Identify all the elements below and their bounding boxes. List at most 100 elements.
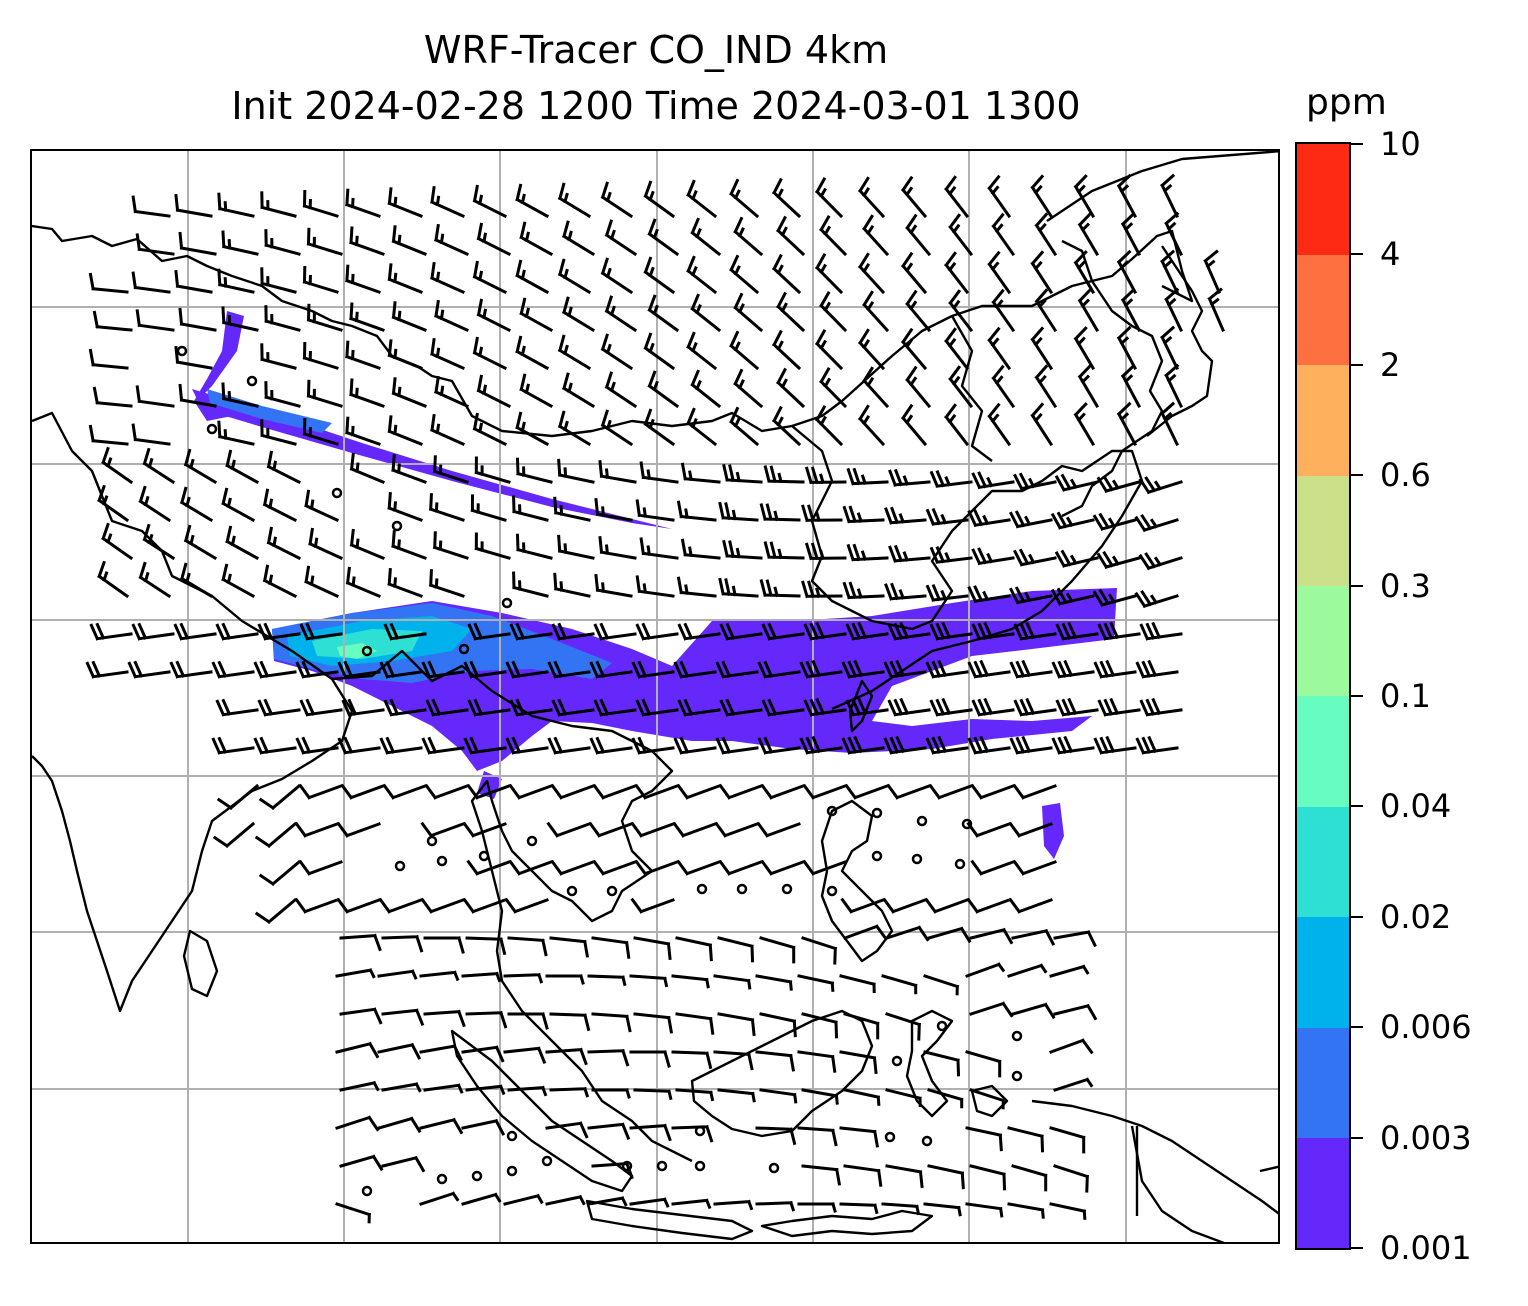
wind-barb [629, 974, 669, 988]
wind-barb [546, 821, 591, 838]
wind-barb [503, 1193, 544, 1206]
wind-barb [387, 263, 423, 294]
wind-barb-calm [911, 853, 923, 865]
wind-barb [391, 377, 427, 408]
wind-barb [507, 1012, 549, 1030]
wind-barb [101, 446, 134, 485]
wind-barb [174, 345, 213, 370]
wind-barb [515, 183, 550, 219]
wind-barb [178, 383, 217, 408]
wind-barb [587, 974, 627, 987]
wind-barb [545, 1194, 586, 1206]
wind-barb [336, 821, 381, 838]
wind-barb [1007, 1126, 1045, 1153]
wind-barb [515, 259, 550, 295]
wind-barb-calm [656, 1160, 668, 1172]
wind-barb [1160, 249, 1180, 295]
wind-barb [262, 564, 298, 599]
wind-barb [420, 821, 465, 838]
wind-barb [1077, 363, 1100, 409]
wind-barb [465, 936, 507, 956]
wind-barb [969, 1164, 1007, 1191]
wind-barb [733, 368, 764, 409]
wind-barb [225, 449, 260, 485]
wind-barb-calm [916, 815, 928, 827]
map-panel[interactable] [30, 149, 1280, 1244]
wind-barb [760, 859, 805, 876]
colorbar-segment [1297, 254, 1349, 366]
wind-barb [862, 290, 890, 333]
wind-barb [298, 783, 343, 800]
wind-barb [718, 501, 759, 522]
coastline-lesser-sunda [760, 1209, 934, 1238]
wind-barb [88, 348, 129, 370]
wind-barb [1008, 897, 1053, 914]
coastline-taiwan [848, 679, 874, 733]
wind-barb [131, 423, 171, 446]
wind-barb [971, 547, 1015, 566]
wind-barb [345, 566, 381, 598]
wind-barb [1135, 735, 1179, 755]
colorbar-segment [1297, 806, 1349, 918]
wind-barb [629, 1197, 670, 1208]
wind-barb [591, 1012, 632, 1033]
wind-barb-calm [961, 818, 973, 830]
wind-barb [759, 1088, 798, 1104]
wind-barb [549, 936, 590, 958]
wind-barb [1055, 621, 1099, 641]
colorbar-tick-label: 0.04 [1380, 787, 1452, 826]
wind-barb [729, 406, 760, 447]
wind-barb [1073, 250, 1096, 295]
wind-barb [1030, 326, 1054, 371]
wind-barb-calm [1011, 1030, 1023, 1042]
wind-barb [634, 783, 679, 800]
wind-barb [804, 466, 847, 485]
colorbar-tick [1351, 253, 1363, 256]
wind-barb [676, 783, 721, 800]
wind-barb [776, 215, 806, 257]
wind-barb [598, 536, 637, 560]
wind-barb [924, 897, 969, 914]
wind-barb [948, 365, 974, 409]
wind-barb [845, 697, 889, 717]
wind-barb [966, 821, 1011, 838]
wind-barb [221, 306, 259, 332]
wind-barb [135, 385, 175, 408]
wind-barb [419, 1044, 463, 1062]
colorbar-tick-label: 0.1 [1380, 677, 1431, 715]
wind-barb [381, 1008, 425, 1026]
wind-barb [928, 783, 973, 800]
wind-barb [970, 859, 1015, 876]
wind-barb [135, 309, 175, 332]
wind-barb [643, 332, 676, 371]
wind-barb [1096, 474, 1141, 494]
wind-barb [857, 252, 886, 295]
wind-barb [391, 301, 427, 332]
plume-east-patch [1042, 803, 1064, 859]
wind-barb [987, 402, 1012, 447]
wind-barb [260, 267, 297, 294]
wind-barb [888, 544, 931, 563]
wind-barb [842, 505, 885, 524]
wind-barb [884, 582, 927, 601]
wind-barb [929, 546, 973, 565]
wind-barb [965, 1126, 1003, 1152]
wind-barb [717, 936, 755, 963]
wind-barb [512, 571, 549, 598]
wind-barb [647, 370, 680, 409]
wind-barb [676, 576, 717, 598]
wind-barb [846, 467, 889, 486]
wind-barb [254, 897, 298, 925]
wind-barb [845, 621, 889, 641]
wind-barb [561, 220, 596, 257]
wind-barb [258, 783, 302, 811]
wind-barb [1160, 401, 1180, 447]
colorbar-tick-label: 2 [1380, 345, 1401, 384]
wind-barb [335, 1202, 372, 1224]
wind-barb [862, 366, 890, 409]
wind-barb [633, 1012, 674, 1034]
wind-barb [676, 500, 717, 522]
wind-barb [885, 1012, 922, 1041]
wind-barb [719, 698, 763, 717]
wind-barb [885, 925, 930, 942]
